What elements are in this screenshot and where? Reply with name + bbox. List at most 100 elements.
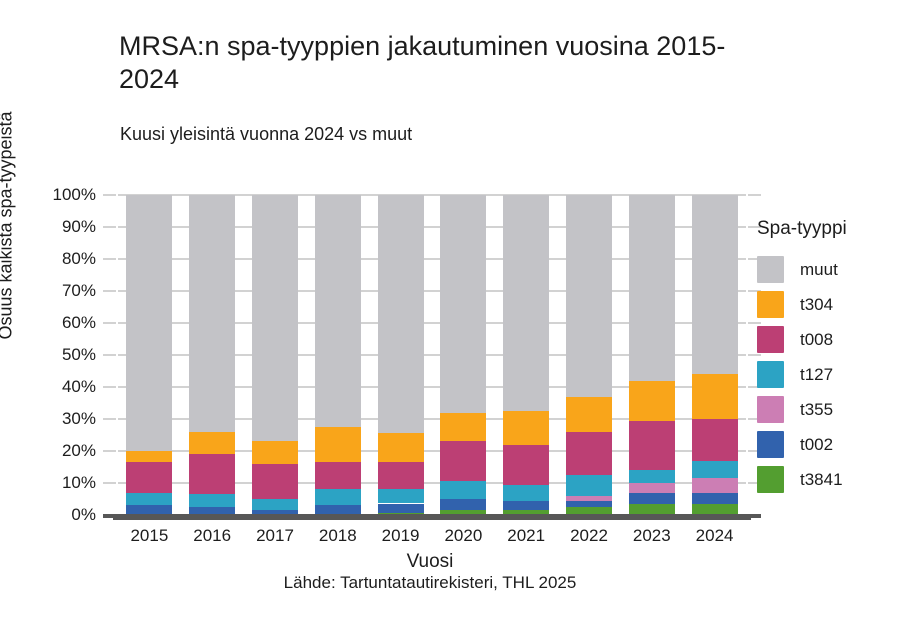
x-axis-tick-label: 2017 — [256, 526, 294, 545]
bar-column[interactable] — [691, 195, 738, 515]
bar-segment-t127[interactable] — [189, 494, 236, 507]
y-axis-tick — [103, 386, 116, 388]
bar-segment-muut[interactable] — [440, 195, 487, 413]
legend-item-label: t008 — [800, 330, 834, 349]
bar-segment-t304[interactable] — [377, 433, 424, 462]
bars-area — [118, 195, 746, 515]
x-axis-tick-label: 2016 — [193, 526, 232, 545]
bar-segment-t008[interactable] — [566, 431, 612, 475]
bar-column[interactable] — [503, 195, 550, 515]
x-axis-tick-label: 2020 — [444, 526, 483, 545]
bar-segment-muut[interactable] — [566, 195, 612, 397]
bar-segment-t002[interactable] — [503, 500, 550, 511]
legend-item-label: t355 — [800, 400, 834, 419]
bar-segment-t002[interactable] — [314, 505, 361, 515]
bar-segment-t355[interactable] — [691, 478, 738, 493]
bar-segment-muut[interactable] — [252, 195, 298, 442]
y-axis-tick-label: 60% — [61, 313, 96, 332]
bar-segment-t304[interactable] — [126, 451, 173, 463]
bar-segment-t008[interactable] — [503, 444, 550, 485]
bar-segment-t127[interactable] — [503, 484, 550, 501]
bar-segment-t304[interactable] — [440, 412, 487, 442]
bar-segment-t3841[interactable] — [628, 503, 675, 515]
bar-column[interactable] — [377, 195, 424, 515]
bar-segment-muut[interactable] — [314, 195, 361, 427]
y-axis-tick-label: 10% — [61, 473, 96, 492]
bar-segment-t304[interactable] — [691, 374, 738, 419]
bar-segment-t3841[interactable] — [566, 507, 612, 515]
bar-segment-t304[interactable] — [189, 431, 236, 455]
source-caption: Lähde: Tartuntatautirekisteri, THL 2025 — [283, 573, 577, 592]
bar-column[interactable] — [628, 195, 675, 515]
bar-segment-t127[interactable] — [126, 492, 173, 506]
y-axis-tick — [103, 226, 116, 228]
bar-segment-t304[interactable] — [566, 396, 612, 432]
bar-segment-muut[interactable] — [377, 195, 424, 434]
y-axis-tick — [103, 514, 116, 518]
bar-segment-t002[interactable] — [440, 499, 487, 511]
bar-segment-t304[interactable] — [628, 380, 675, 421]
bar-segment-t3841[interactable] — [440, 510, 487, 515]
bar-segment-t008[interactable] — [126, 462, 173, 493]
bar-segment-t008[interactable] — [377, 461, 424, 490]
bar-column[interactable] — [126, 195, 173, 515]
bar-segment-t002[interactable] — [566, 500, 612, 507]
bar-segment-t002[interactable] — [189, 507, 236, 515]
x-axis-tick-label: 2021 — [507, 526, 546, 545]
bar-segment-t008[interactable] — [628, 420, 675, 471]
bar-segment-t002[interactable] — [377, 503, 424, 514]
gridline — [118, 482, 746, 484]
bar-segment-muut[interactable] — [126, 195, 173, 451]
bar-segment-t008[interactable] — [691, 419, 738, 461]
x-axis-tick-label: 2019 — [381, 526, 420, 545]
bar-segment-t002[interactable] — [126, 505, 173, 515]
bar-segment-t002[interactable] — [252, 510, 298, 515]
bar-segment-t127[interactable] — [566, 475, 612, 496]
bar-segment-t002[interactable] — [628, 492, 675, 504]
bar-segment-t002[interactable] — [691, 492, 738, 504]
y-axis-tick — [103, 450, 116, 452]
bar-segment-t127[interactable] — [691, 460, 738, 479]
gridline — [118, 322, 746, 324]
bar-column[interactable] — [566, 195, 612, 515]
bar-segment-t008[interactable] — [189, 454, 236, 495]
y-axis-tick — [748, 322, 761, 324]
bar-segment-t127[interactable] — [252, 499, 298, 511]
bar-segment-t008[interactable] — [314, 462, 361, 490]
bar-segment-muut[interactable] — [628, 195, 675, 381]
y-axis-tick-label: 40% — [61, 377, 96, 396]
y-axis-tick-label: 50% — [61, 345, 96, 364]
bar-segment-t355[interactable] — [566, 495, 612, 501]
bar-column[interactable] — [252, 195, 298, 515]
x-axis-tick-label: 2023 — [632, 526, 671, 545]
bar-segment-t304[interactable] — [252, 441, 298, 464]
bar-segment-t3841[interactable] — [691, 503, 738, 515]
gridline — [118, 194, 746, 196]
y-axis-tick-label: 70% — [61, 281, 96, 300]
bar-column[interactable] — [440, 195, 487, 515]
bar-column[interactable] — [189, 195, 236, 515]
bar-segment-t304[interactable] — [503, 411, 550, 445]
bar-segment-muut[interactable] — [189, 195, 236, 432]
bar-segment-t127[interactable] — [628, 470, 675, 483]
legend-swatch-icon — [757, 326, 784, 353]
bar-segment-t304[interactable] — [314, 427, 361, 463]
legend-item-label: t127 — [800, 365, 834, 384]
bar-column[interactable] — [314, 195, 361, 515]
legend-swatch-icon — [757, 361, 784, 388]
bar-segment-muut[interactable] — [691, 195, 738, 375]
y-axis-tick — [103, 418, 116, 420]
bar-segment-t008[interactable] — [252, 463, 298, 499]
bar-segment-t355[interactable] — [628, 483, 675, 493]
chart-subtitle: Kuusi yleisintä vuonna 2024 vs muut — [120, 124, 413, 144]
bar-segment-t127[interactable] — [314, 489, 361, 506]
y-axis-title: Osuus kaikista spa-tyypeistä — [0, 111, 16, 340]
x-axis-tick-label: 2018 — [318, 526, 357, 545]
legend-swatch-icon — [757, 291, 784, 318]
bar-segment-t127[interactable] — [440, 481, 487, 499]
bar-segment-muut[interactable] — [503, 195, 550, 411]
legend-swatch-icon — [757, 256, 784, 283]
bar-segment-t008[interactable] — [440, 441, 487, 482]
bar-segment-t127[interactable] — [377, 489, 424, 504]
bar-segment-t3841[interactable] — [503, 510, 550, 515]
